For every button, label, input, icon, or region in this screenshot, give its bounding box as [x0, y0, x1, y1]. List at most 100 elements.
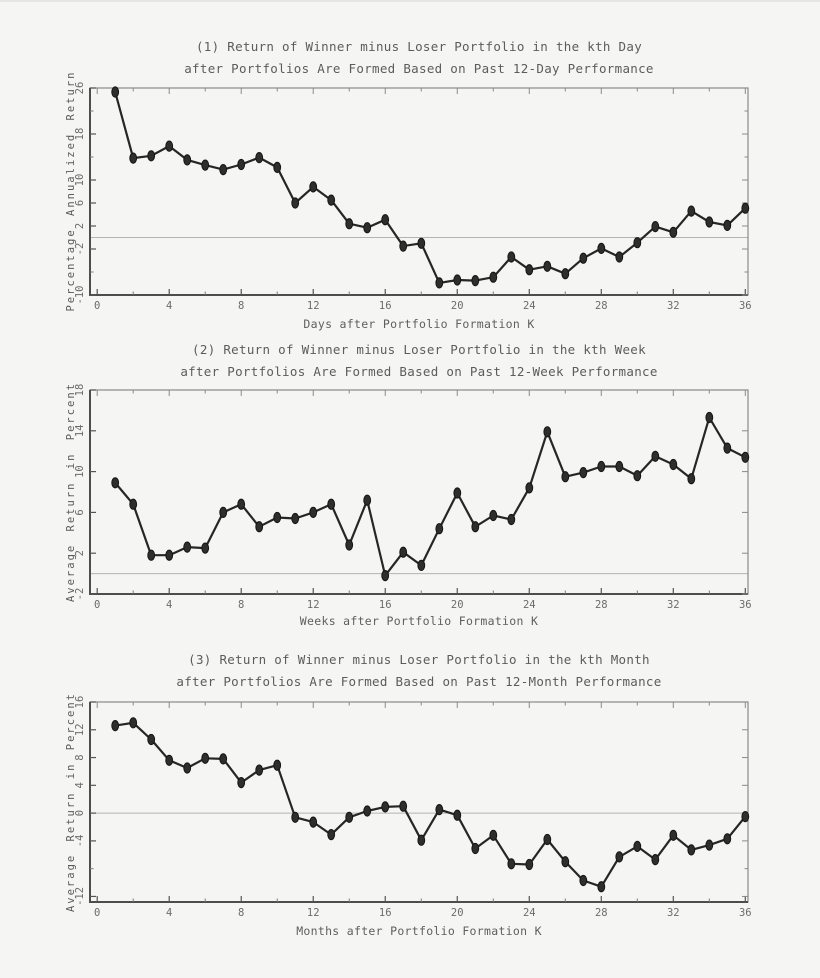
data-point — [597, 881, 606, 893]
plot-frame — [89, 701, 749, 903]
data-point — [345, 811, 354, 823]
y-tick-label: 8 — [74, 754, 86, 760]
data-point — [381, 214, 390, 226]
data-point — [273, 161, 282, 173]
data-point — [309, 816, 318, 828]
y-tick-label: 2 — [74, 550, 86, 556]
y-tick-label: -2 — [74, 588, 86, 601]
chart-2-plot: 0 4 8 12 16 20 24 28 32 36 18 14 10 6 2 -2 — [74, 384, 752, 611]
x-tick-label: 36 — [739, 599, 752, 611]
data-point — [435, 523, 444, 535]
axis-lines — [89, 702, 748, 903]
data-point — [399, 240, 408, 252]
data-point — [111, 477, 120, 489]
data-point — [669, 458, 678, 471]
chart-3-x-axis-label: Months after Portfolio Formation K — [296, 924, 542, 938]
data-point — [381, 570, 390, 582]
data-point — [579, 252, 588, 264]
data-point — [345, 218, 354, 230]
y-tick-label: -12 — [74, 887, 86, 906]
data-point — [741, 451, 750, 463]
x-tick-label: 24 — [523, 300, 536, 312]
y-tick-label: -2 — [74, 243, 86, 256]
x-tick-label: 32 — [667, 907, 680, 919]
data-point — [327, 498, 336, 510]
chart-1-title-line-1: (1) Return of Winner minus Loser Portfol… — [195, 39, 643, 54]
x-tick-label: 32 — [667, 599, 680, 611]
data-point — [453, 487, 462, 499]
x-tick-label: 24 — [523, 599, 536, 611]
x-tick-label: 12 — [307, 599, 320, 611]
data-point — [579, 467, 588, 479]
data-point — [615, 851, 624, 863]
data-point — [363, 494, 372, 506]
chart-3-title-line-1: (3) Return of Winner minus Loser Portfol… — [188, 652, 650, 667]
data-point — [273, 759, 282, 771]
data-point — [543, 833, 552, 846]
data-point — [201, 159, 210, 171]
x-tick-label: 28 — [595, 300, 608, 312]
data-point — [255, 764, 264, 776]
x-tick-label: 4 — [166, 599, 172, 611]
data-point — [741, 202, 750, 214]
data-point — [507, 513, 516, 526]
y-tick-label: 10 — [74, 465, 86, 478]
data-point — [525, 264, 534, 276]
data-point — [327, 829, 336, 841]
x-tick-label: 20 — [451, 300, 464, 312]
x-tick-label: 8 — [238, 300, 244, 312]
series-line — [114, 721, 747, 888]
data-point — [489, 271, 498, 283]
data-point — [615, 460, 624, 473]
plot-frame — [89, 87, 749, 296]
data-point — [633, 237, 642, 249]
x-tick-label: 20 — [451, 907, 464, 919]
data-point — [147, 150, 156, 162]
data-point — [291, 811, 300, 823]
data-point — [183, 762, 192, 774]
data-point — [687, 844, 696, 856]
data-point — [219, 506, 228, 519]
data-point — [543, 426, 552, 438]
x-tick-label: 16 — [379, 599, 392, 611]
y-tick-label: 0 — [74, 810, 86, 816]
x-tick-label: 16 — [379, 300, 392, 312]
series-line — [114, 416, 747, 577]
chart-2-x-axis-label: Weeks after Portfolio Formation K — [299, 614, 539, 628]
x-tick-label: 20 — [451, 599, 464, 611]
data-point — [687, 205, 696, 217]
data-point — [327, 194, 336, 206]
chart-3-plot: 0 4 8 12 16 20 24 28 32 36 16 12 8 4 0 -4 -12 — [74, 696, 752, 919]
data-point — [723, 442, 732, 454]
data-point — [471, 521, 480, 533]
x-tick-label: 28 — [595, 599, 608, 611]
data-point — [705, 411, 714, 424]
data-point — [471, 275, 480, 287]
data-point — [435, 804, 444, 816]
data-point — [201, 542, 210, 554]
data-point — [597, 460, 606, 473]
data-point — [579, 874, 588, 887]
data-point — [255, 521, 264, 533]
data-point — [309, 181, 318, 193]
x-tick-label: 24 — [523, 907, 536, 919]
y-tick-label: 6 — [74, 200, 86, 206]
x-tick-label: 4 — [166, 300, 172, 312]
x-tick-label: 4 — [166, 907, 172, 919]
data-point — [453, 809, 462, 821]
chart-1-title-line-2: after Portfolios Are Formed Based on Pas… — [184, 61, 654, 76]
data-point — [399, 546, 408, 558]
chart-1-plot: 0 4 8 12 16 20 24 28 32 36 26 18 10 6 2 -2 -10 — [74, 82, 752, 312]
data-point — [417, 559, 426, 572]
data-point — [147, 733, 156, 746]
y-tick-label: 2 — [74, 223, 86, 229]
data-point — [561, 471, 570, 483]
data-point — [129, 717, 138, 729]
data-point — [525, 858, 534, 871]
y-tick-label: -4 — [74, 835, 86, 848]
y-tick-label: 4 — [74, 782, 86, 788]
x-tick-label: 8 — [238, 907, 244, 919]
data-point — [705, 839, 714, 851]
data-point — [687, 473, 696, 485]
